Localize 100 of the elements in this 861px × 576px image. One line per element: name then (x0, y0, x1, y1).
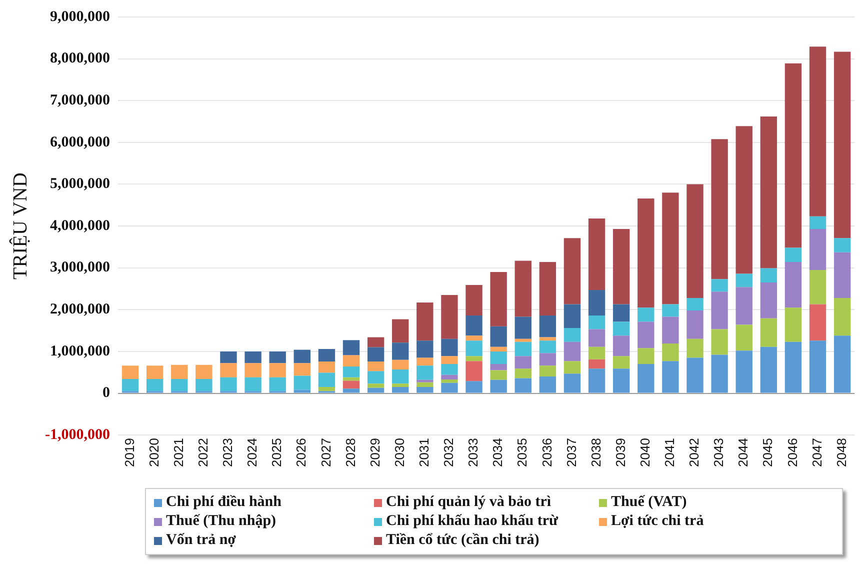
bar (514, 356, 532, 369)
bar (416, 302, 434, 341)
bar (367, 362, 384, 372)
bar (220, 351, 237, 364)
bar (318, 362, 336, 373)
bar (588, 218, 606, 290)
bar (367, 371, 384, 384)
bar (686, 338, 704, 358)
bar (564, 304, 581, 328)
x-tick-label: 2027 (318, 438, 334, 467)
bar (392, 369, 409, 384)
x-tick-label: 2032 (441, 438, 456, 467)
bar (490, 370, 507, 380)
bar (834, 298, 851, 336)
bar (392, 342, 409, 360)
bar (760, 282, 778, 318)
x-tick-label: 2047 (809, 438, 824, 467)
bar (244, 363, 262, 378)
bar (441, 374, 458, 380)
x-tick-label: 2046 (784, 438, 800, 467)
bar (318, 372, 336, 387)
bar (269, 377, 286, 392)
bar (441, 338, 458, 356)
legend-label: Chi phí quản lý và bảo trì (386, 494, 552, 511)
bar (736, 287, 752, 325)
bar (514, 260, 532, 317)
bar (760, 116, 778, 268)
bar (122, 379, 139, 392)
bar (466, 361, 482, 382)
bar (736, 126, 752, 274)
bar (441, 382, 458, 393)
bar (784, 342, 802, 393)
bar (539, 376, 556, 393)
bar (711, 279, 728, 292)
bar (564, 238, 581, 304)
bar (834, 52, 851, 238)
x-tick-label: 2022 (196, 438, 211, 467)
bar (834, 238, 851, 252)
bar (784, 248, 802, 262)
bar (711, 139, 728, 280)
bar (588, 316, 606, 330)
y-tick-label: 9,000,000 (50, 8, 110, 25)
bar (416, 382, 434, 387)
bar (220, 377, 237, 392)
bar (490, 351, 507, 364)
bar (612, 356, 630, 369)
bar (539, 353, 556, 366)
bar (686, 184, 704, 298)
bar (294, 363, 310, 376)
bar (367, 337, 384, 348)
bar (686, 310, 704, 339)
bar (809, 270, 826, 304)
bar (588, 368, 606, 393)
y-tick-label: 0 (102, 385, 110, 402)
bar (809, 340, 826, 393)
x-tick-label: 2023 (220, 438, 236, 467)
bar (809, 216, 826, 229)
bar (662, 316, 679, 344)
bar (612, 336, 630, 356)
x-tick-label: 2028 (342, 438, 358, 467)
bar (318, 348, 336, 362)
bar (466, 381, 482, 393)
x-tick-label: 2042 (686, 438, 702, 467)
bar (171, 364, 188, 380)
x-tick-label: 2043 (711, 438, 726, 467)
bar (686, 298, 704, 310)
bar (416, 380, 434, 382)
bar (171, 379, 188, 392)
x-tick-label: 2031 (416, 438, 432, 467)
bar (809, 46, 826, 216)
bar (588, 359, 606, 369)
x-tick-label: 2040 (637, 438, 652, 467)
bar (760, 268, 778, 282)
bar (466, 340, 482, 356)
bar (809, 304, 826, 341)
y-axis-title: TRIỆU VND (8, 172, 32, 280)
bar (294, 350, 310, 364)
bar (564, 361, 581, 374)
bar (367, 388, 384, 393)
bar (711, 354, 728, 393)
bar (122, 366, 139, 380)
bar (662, 304, 679, 317)
bar (638, 308, 654, 322)
bar (294, 376, 310, 390)
x-tick-label: 2020 (146, 438, 162, 467)
y-tick-label: 7,000,000 (50, 92, 110, 108)
bar (269, 351, 286, 364)
x-tick-label: 2041 (662, 438, 678, 467)
bar (441, 364, 458, 375)
y-tick-label: 2,000,000 (50, 302, 110, 318)
bar (539, 340, 556, 354)
bar (342, 355, 360, 367)
bar (269, 363, 286, 378)
bar (662, 344, 679, 362)
bar (466, 284, 482, 316)
y-tick-label: 6,000,000 (50, 134, 110, 150)
bar (539, 366, 556, 377)
bar (392, 387, 409, 393)
x-tick-label: 2035 (514, 438, 530, 467)
bar (466, 316, 482, 336)
